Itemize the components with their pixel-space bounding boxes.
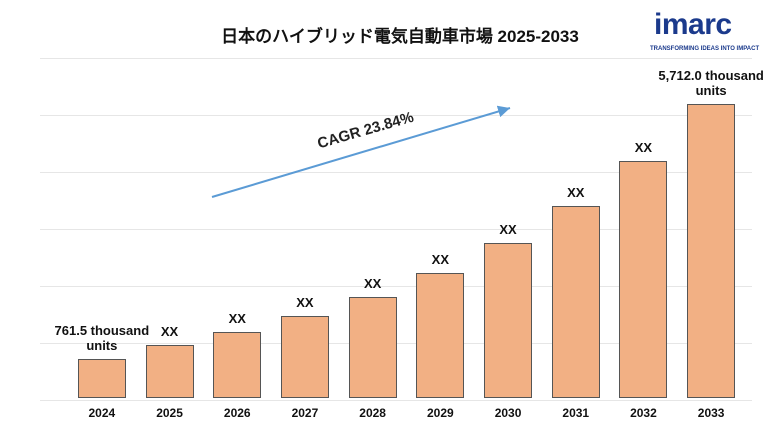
value-label: 761.5 thousand units bbox=[54, 322, 150, 353]
value-label: XX bbox=[567, 185, 585, 201]
bar bbox=[687, 104, 736, 398]
value-label: XX bbox=[431, 251, 450, 267]
value-label: XX bbox=[160, 323, 179, 339]
bar bbox=[551, 206, 600, 398]
bar bbox=[145, 344, 194, 398]
grid-line bbox=[40, 229, 752, 230]
x-tick-label: 2033 bbox=[697, 406, 725, 420]
grid-line bbox=[40, 58, 752, 59]
cagr-arrow bbox=[211, 105, 511, 198]
bar bbox=[348, 297, 397, 398]
grid-line bbox=[40, 286, 752, 287]
logo-tagline: TRANSFORMING IDEAS INTO IMPACT bbox=[650, 46, 760, 52]
x-tick-label: 2028 bbox=[359, 406, 386, 420]
x-tick-label: 2027 bbox=[291, 406, 319, 420]
x-tick-label: 2030 bbox=[494, 406, 522, 420]
bar bbox=[619, 160, 668, 398]
value-label: XX bbox=[634, 139, 653, 155]
value-label: XX bbox=[296, 295, 314, 311]
value-label: 5,712.0 thousand units bbox=[658, 68, 764, 98]
x-tick-label: 2032 bbox=[630, 406, 657, 420]
value-label: XX bbox=[228, 311, 246, 327]
bar bbox=[280, 316, 329, 398]
grid-line bbox=[40, 172, 752, 173]
x-tick-label: 2031 bbox=[562, 406, 590, 420]
x-tick-label: 2025 bbox=[156, 406, 183, 420]
chart-title: 日本のハイブリッド電気自動車市場 2025-2033 bbox=[221, 27, 579, 46]
x-tick-label: 2024 bbox=[88, 406, 116, 420]
value-label: XX bbox=[363, 276, 382, 291]
bar bbox=[213, 332, 262, 398]
logo-name: imarc bbox=[654, 8, 732, 41]
x-tick-label: 2029 bbox=[426, 406, 454, 420]
bar bbox=[77, 358, 126, 398]
value-label: XX bbox=[499, 222, 517, 238]
bar bbox=[416, 272, 465, 398]
grid-line bbox=[40, 400, 752, 401]
grid-line bbox=[40, 115, 752, 116]
bar bbox=[484, 243, 533, 398]
x-tick-label: 2026 bbox=[223, 406, 251, 420]
